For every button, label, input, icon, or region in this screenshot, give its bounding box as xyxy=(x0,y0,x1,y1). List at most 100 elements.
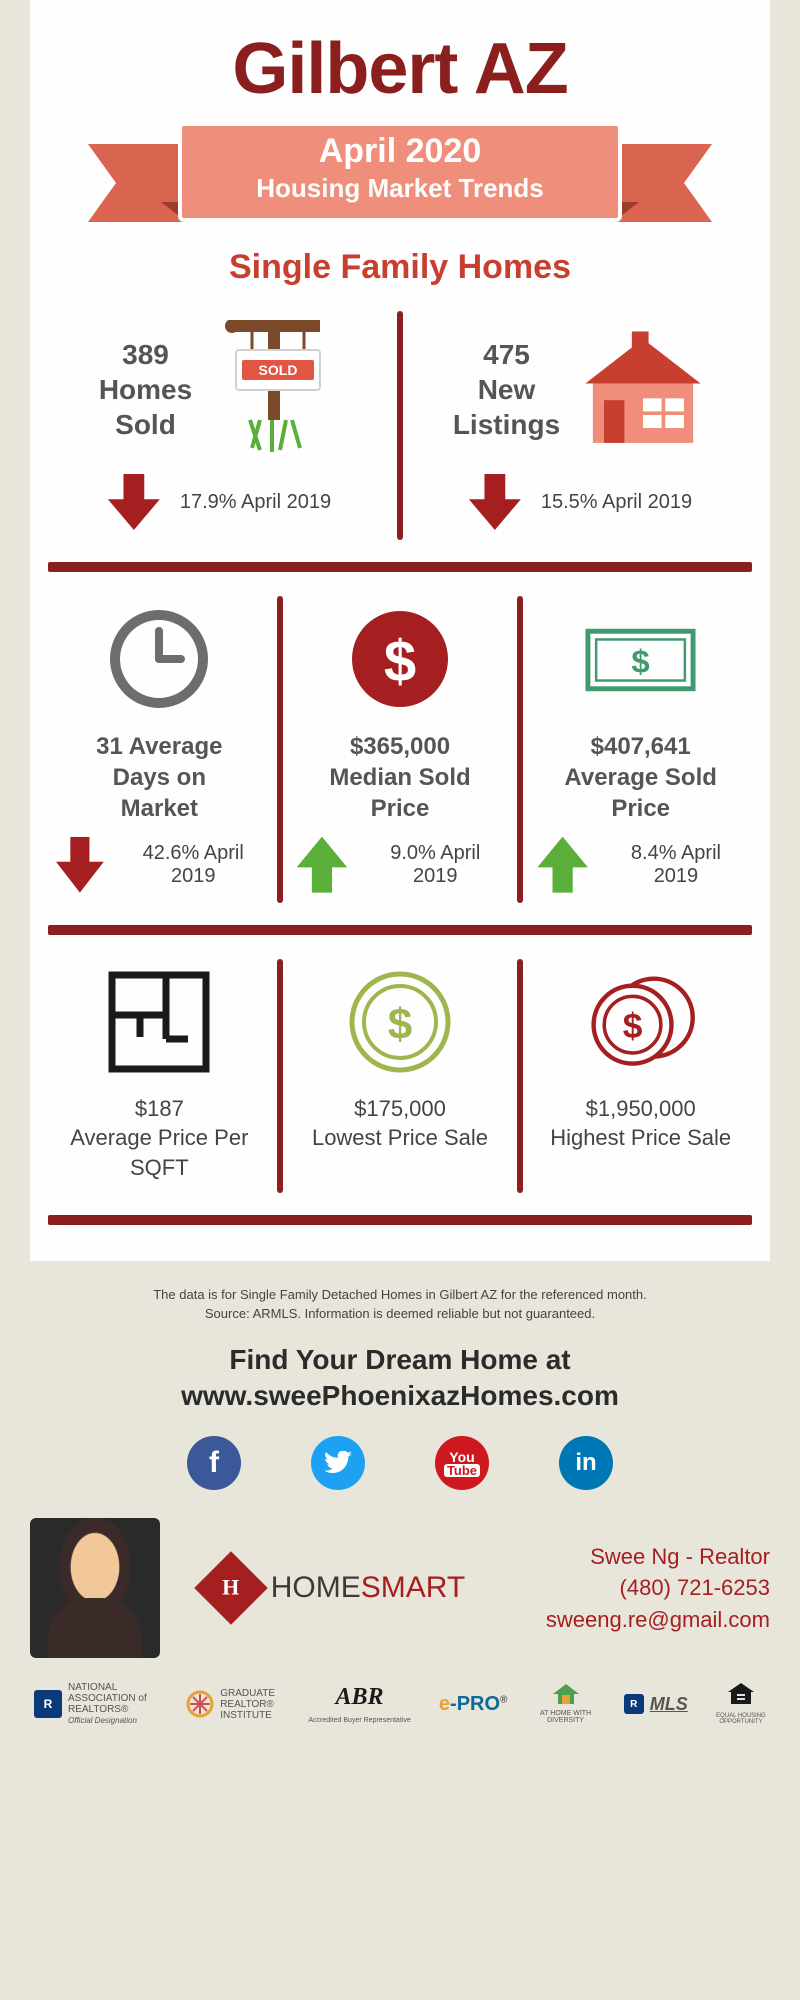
vertical-divider xyxy=(277,959,283,1193)
ribbon-tail-left xyxy=(88,144,183,222)
twitter-icon[interactable] xyxy=(311,1436,365,1490)
svg-text:$: $ xyxy=(383,629,415,694)
lowest-l1: $175,000 xyxy=(354,1096,446,1121)
page-title: Gilbert AZ xyxy=(48,28,752,110)
facebook-icon[interactable]: f xyxy=(187,1436,241,1490)
gri-text: GRADUATE REALTOR® INSTITUTE xyxy=(220,1688,280,1721)
contact-email: sweeng.re@gmail.com xyxy=(510,1604,770,1636)
tagline-l1: Find Your Dream Home at xyxy=(229,1344,570,1375)
disclaimer-text: The data is for Single Family Detached H… xyxy=(30,1285,770,1324)
abr-text: ABR xyxy=(336,1684,384,1711)
mls-logo: R MLS xyxy=(624,1694,688,1715)
homes-sold-value: 389 xyxy=(122,339,169,370)
highest-l1: $1,950,000 xyxy=(586,1096,696,1121)
ribbon-tail-right xyxy=(617,144,712,222)
tagline: Find Your Dream Home at www.sweePhoenixa… xyxy=(30,1342,770,1415)
homes-sold-l3: Sold xyxy=(115,409,176,440)
brand-logo: H HOMESMART xyxy=(178,1562,492,1614)
dom-text: 31 Average Days on Market xyxy=(56,731,263,825)
svg-text:$: $ xyxy=(388,1000,412,1049)
average-price-cell: $ $407,641 Average Sold Price 8.4% April… xyxy=(529,596,752,903)
sold-sign-icon: SOLD xyxy=(210,325,340,455)
homes-sold-cell: 389 Homes Sold SOLD xyxy=(48,311,391,540)
ppsf-text: $187 Average Price Per SQFT xyxy=(56,1094,263,1183)
highest-text: $1,950,000 Highest Price Sale xyxy=(537,1094,744,1153)
avg-l1: $407,641 xyxy=(591,733,691,760)
youtube-icon[interactable]: YouTube xyxy=(435,1436,489,1490)
coin-double-icon: $ xyxy=(583,965,698,1080)
row-metrics: 31 Average Days on Market 42.6% April 20… xyxy=(48,596,752,903)
lowest-text: $175,000 Lowest Price Sale xyxy=(297,1094,504,1153)
realtor-avatar xyxy=(30,1518,160,1658)
ribbon-center: April 2020 Housing Market Trends xyxy=(178,122,622,222)
gri-logo: GRADUATE REALTOR® INSTITUTE xyxy=(186,1688,280,1721)
ribbon-line2: Housing Market Trends xyxy=(182,173,618,204)
house-icon xyxy=(578,325,708,455)
highest-sale-cell: $ $1,950,000 Highest Price Sale xyxy=(529,959,752,1193)
price-per-sqft-cell: $187 Average Price Per SQFT xyxy=(48,959,271,1193)
brand-text: HOMESMART xyxy=(271,1571,465,1605)
new-listings-cell: 475 New Listings xyxy=(409,311,752,540)
median-text: $365,000 Median Sold Price xyxy=(297,731,504,825)
median-l1: $365,000 xyxy=(350,733,450,760)
epro-logo: e-PRO® xyxy=(439,1693,508,1716)
arrow-down-icon xyxy=(56,837,104,893)
arrow-down-icon xyxy=(108,474,160,530)
median-l2: Median Sold xyxy=(329,764,470,791)
lowest-l2: Lowest Price Sale xyxy=(312,1125,488,1150)
new-listings-l2: New xyxy=(478,374,536,405)
lowest-sale-cell: $ $175,000 Lowest Price Sale xyxy=(289,959,512,1193)
horizontal-rule xyxy=(48,1215,752,1225)
mls-text: MLS xyxy=(650,1694,688,1715)
ribbon-line1: April 2020 xyxy=(182,132,618,171)
linkedin-icon[interactable]: in xyxy=(559,1436,613,1490)
ppsf-l2: Average Price Per SQFT xyxy=(70,1125,248,1180)
homes-sold-change: 17.9% April 2019 xyxy=(180,491,331,514)
ribbon-banner: April 2020 Housing Market Trends xyxy=(48,114,752,242)
abr-logo: ABR Accredited Buyer Representative xyxy=(308,1684,410,1724)
contact-row: H HOMESMART Swee Ng - Realtor (480) 721-… xyxy=(30,1518,770,1658)
horizontal-rule xyxy=(48,562,752,572)
diversity-text: AT HOME WITH DIVERSITY xyxy=(536,1710,596,1724)
svg-text:SOLD: SOLD xyxy=(259,362,298,378)
avg-l3: Price xyxy=(611,795,670,822)
vertical-divider xyxy=(277,596,283,903)
homes-sold-l2: Homes xyxy=(99,374,192,405)
new-listings-text: 475 New Listings xyxy=(453,337,560,442)
dollar-bill-icon: $ xyxy=(583,602,698,717)
infographic-container: Gilbert AZ April 2020 Housing Market Tre… xyxy=(0,0,800,1756)
horizontal-rule xyxy=(48,925,752,935)
new-listings-change: 15.5% April 2019 xyxy=(541,491,692,514)
dom-l1: 31 Average xyxy=(96,733,222,760)
vertical-divider xyxy=(517,596,523,903)
dom-l2: Days on xyxy=(113,764,206,791)
footer-section: The data is for Single Family Detached H… xyxy=(0,1261,800,1757)
avg-text: $407,641 Average Sold Price xyxy=(537,731,744,825)
nar-logo: R NATIONAL ASSOCIATION of REALTORS® Offi… xyxy=(34,1682,158,1726)
avg-change: 8.4% April 2019 xyxy=(608,842,744,888)
dollar-coin-icon: $ xyxy=(343,602,458,717)
median-l3: Price xyxy=(371,795,430,822)
contact-name: Swee Ng - Realtor xyxy=(510,1541,770,1573)
cert-logos-row: R NATIONAL ASSOCIATION of REALTORS® Offi… xyxy=(30,1682,770,1726)
arrow-up-icon xyxy=(537,837,588,893)
contact-info: Swee Ng - Realtor (480) 721-6253 sweeng.… xyxy=(510,1541,770,1637)
homes-sold-text: 389 Homes Sold xyxy=(99,337,192,442)
floorplan-icon xyxy=(102,965,217,1080)
vertical-divider xyxy=(517,959,523,1193)
avg-l2: Average Sold xyxy=(564,764,717,791)
coin-single-icon: $ xyxy=(343,965,458,1080)
clock-icon xyxy=(102,602,217,717)
contact-phone: (480) 721-6253 xyxy=(510,1572,770,1604)
subtitle: Single Family Homes xyxy=(48,248,752,287)
eho-logo: EQUAL HOUSING OPPORTUNITY xyxy=(716,1683,766,1725)
social-icons-row: f YouTube in xyxy=(30,1436,770,1490)
abr-sub: Accredited Buyer Representative xyxy=(308,1717,410,1724)
highest-l2: Highest Price Sale xyxy=(550,1125,731,1150)
homesmart-diamond-icon: H xyxy=(194,1552,268,1626)
new-listings-l3: Listings xyxy=(453,409,560,440)
svg-text:$: $ xyxy=(623,1007,643,1046)
content-card: Gilbert AZ April 2020 Housing Market Tre… xyxy=(30,0,770,1261)
arrow-down-icon xyxy=(469,474,521,530)
nar-sub: Official Designation xyxy=(68,1716,137,1725)
